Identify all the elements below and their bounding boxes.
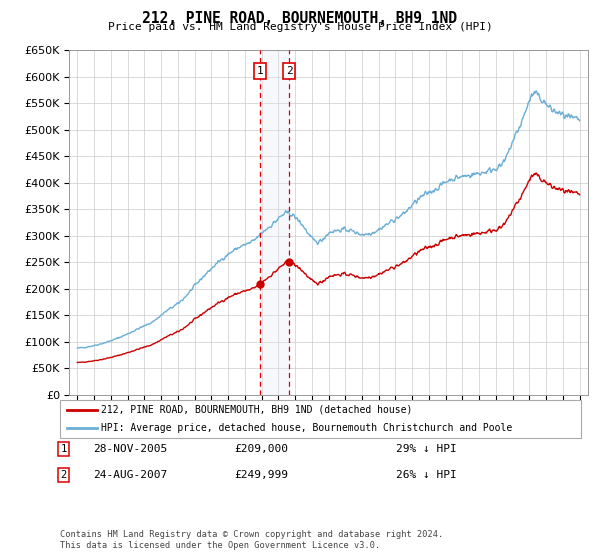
Text: This data is licensed under the Open Government Licence v3.0.: This data is licensed under the Open Gov… (60, 541, 380, 550)
Text: £209,000: £209,000 (234, 444, 288, 454)
Text: Price paid vs. HM Land Registry's House Price Index (HPI): Price paid vs. HM Land Registry's House … (107, 22, 493, 32)
Text: 28-NOV-2005: 28-NOV-2005 (93, 444, 167, 454)
Text: 2: 2 (61, 470, 67, 480)
Text: Contains HM Land Registry data © Crown copyright and database right 2024.: Contains HM Land Registry data © Crown c… (60, 530, 443, 539)
Text: 212, PINE ROAD, BOURNEMOUTH, BH9 1ND (detached house): 212, PINE ROAD, BOURNEMOUTH, BH9 1ND (de… (101, 405, 412, 415)
Text: 2: 2 (286, 66, 293, 76)
Text: £249,999: £249,999 (234, 470, 288, 480)
Text: 212, PINE ROAD, BOURNEMOUTH, BH9 1ND: 212, PINE ROAD, BOURNEMOUTH, BH9 1ND (143, 11, 458, 26)
Text: 26% ↓ HPI: 26% ↓ HPI (396, 470, 457, 480)
Text: 1: 1 (257, 66, 263, 76)
Text: 24-AUG-2007: 24-AUG-2007 (93, 470, 167, 480)
Text: 1: 1 (61, 444, 67, 454)
Bar (260, 50, 289, 395)
Text: HPI: Average price, detached house, Bournemouth Christchurch and Poole: HPI: Average price, detached house, Bour… (101, 423, 512, 433)
Text: 29% ↓ HPI: 29% ↓ HPI (396, 444, 457, 454)
